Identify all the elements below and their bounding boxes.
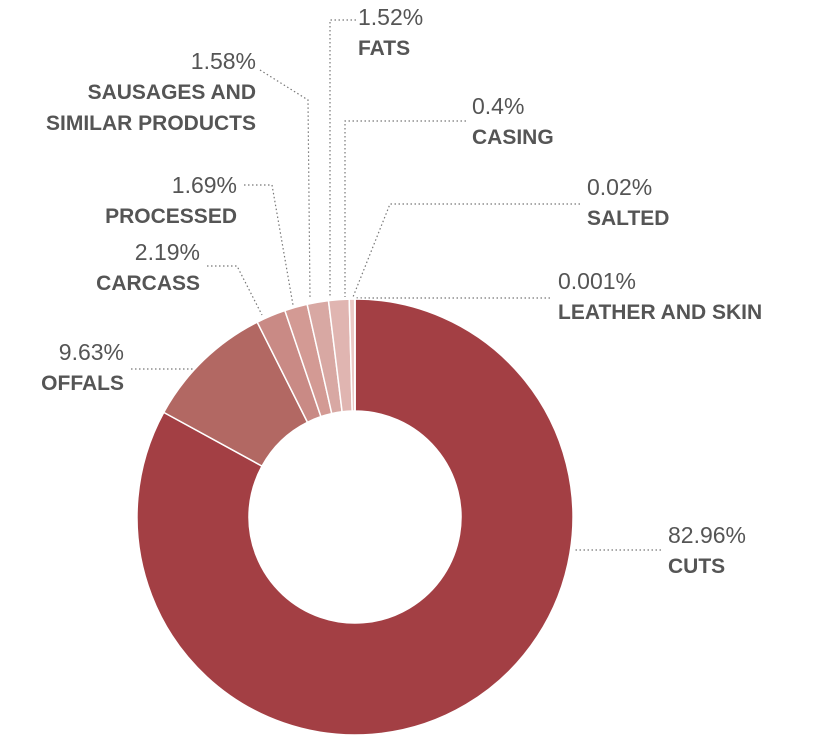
data-label: 0.4% CASING [472, 91, 622, 153]
leader-line [344, 120, 466, 297]
leader-line [207, 265, 263, 316]
leader-lines [131, 19, 661, 551]
category-label: PROCESSED [105, 205, 237, 228]
value-label: 0.4% [472, 93, 525, 119]
leader-line [259, 69, 311, 299]
value-label: 9.63% [58, 339, 124, 365]
data-label: 0.02% SALTED [587, 172, 707, 234]
category-label: CUTS [668, 555, 726, 578]
value-label: 82.96% [668, 522, 747, 548]
data-label: 0.001% LEATHER AND SKIN [558, 266, 808, 328]
category-label: OFFALS [41, 372, 124, 395]
category-label: SALTED [587, 207, 670, 230]
category-label: CARCASS [96, 272, 200, 295]
leader-line [244, 184, 294, 306]
donut-slice [136, 298, 574, 736]
leader-line [329, 19, 356, 298]
value-label: 0.02% [587, 174, 653, 200]
leader-line [352, 203, 580, 298]
data-label: 1.69% PROCESSED [17, 170, 237, 232]
value-label: 0.001% [558, 268, 637, 294]
category-label: FATS [358, 37, 411, 60]
value-label: 1.52% [358, 4, 424, 30]
value-label: 1.69% [171, 172, 237, 198]
category-label: LEATHER AND SKIN [558, 301, 763, 324]
data-label: 9.63% OFFALS [4, 337, 124, 399]
data-label: 82.96% CUTS [668, 520, 808, 582]
data-label: 1.58% SAUSAGES AND SIMILAR PRODUCTS [0, 46, 256, 139]
category-label: SAUSAGES AND SIMILAR PRODUCTS [46, 81, 256, 135]
data-label: 2.19% CARCASS [40, 237, 200, 299]
value-label: 2.19% [134, 239, 200, 265]
data-label: 1.52% FATS [358, 2, 478, 64]
category-label: CASING [472, 126, 554, 149]
value-label: 1.58% [190, 48, 256, 74]
